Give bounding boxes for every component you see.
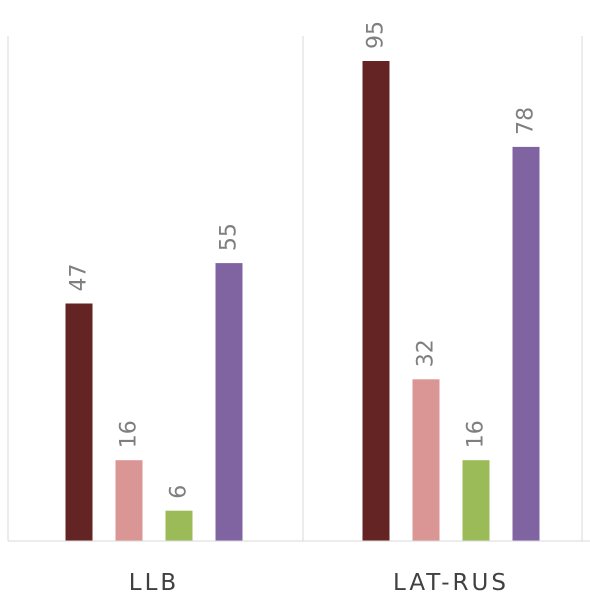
data-label-llb-3: 55 — [217, 223, 242, 251]
category-separators — [7, 36, 583, 541]
bar-llb-1 — [115, 460, 143, 541]
bar-llb-3 — [215, 263, 243, 541]
data-label-lat-rus-0: 95 — [364, 21, 389, 49]
data-label-lat-rus-1: 32 — [414, 339, 439, 367]
category-labels-group: LLB LAT-RUS — [129, 570, 509, 596]
data-label-lat-rus-2: 16 — [464, 420, 489, 448]
bar-lat-rus-3 — [512, 146, 540, 541]
data-label-lat-rus-3: 78 — [514, 107, 539, 135]
bar-lat-rus-0 — [362, 61, 390, 541]
category-label-lat-rus: LAT-RUS — [393, 570, 509, 592]
data-label-llb-2: 6 — [167, 485, 192, 499]
bars-group — [65, 61, 540, 541]
bar-lat-rus-1 — [412, 379, 440, 541]
data-label-llb-1: 16 — [117, 420, 142, 448]
bar-lat-rus-2 — [462, 460, 490, 541]
data-label-llb-0: 47 — [67, 264, 92, 292]
data-labels-group: 47 16 6 55 95 32 16 78 — [67, 21, 539, 499]
bar-llb-2 — [165, 510, 193, 541]
bar-llb-0 — [65, 303, 93, 541]
category-label-llb: LLB — [129, 570, 179, 592]
